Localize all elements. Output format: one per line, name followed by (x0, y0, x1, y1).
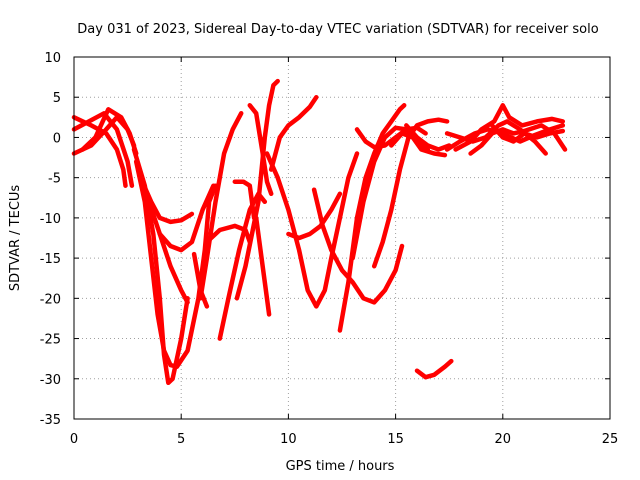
series-line-trace-14 (232, 179, 257, 221)
y-tick-label: -20 (40, 292, 61, 307)
series-line-trace-12 (204, 223, 253, 245)
y-tick-label: 0 (53, 131, 61, 146)
series-line-trace-26 (389, 131, 448, 158)
series-line-trace-22 (337, 103, 407, 333)
series-line-trace-32 (468, 123, 568, 156)
x-tick-label: 5 (177, 432, 185, 447)
series-line-trace-9 (157, 231, 190, 305)
series-line-trace-11 (198, 111, 244, 301)
series-line-trace-8 (138, 175, 195, 225)
series-line-trace-19 (268, 94, 319, 172)
x-tick-labels: 0 5 10 15 20 25 (70, 432, 618, 447)
x-tick-label: 10 (280, 432, 297, 447)
x-axis-label: GPS time / hours (286, 459, 395, 474)
x-tick-label: 0 (70, 432, 78, 447)
y-tick-label: -35 (40, 413, 61, 428)
x-tick-label: 20 (495, 432, 512, 447)
series-line-trace-33 (489, 123, 566, 144)
series-line-trace-4 (80, 107, 139, 156)
y-tick-label: -30 (40, 373, 61, 388)
chart-title: Day 031 of 2023, Sidereal Day-to-day VTE… (77, 22, 598, 37)
y-tick-labels: 10 5 0 -5 -10 -15 -20 -25 -30 -35 (40, 51, 61, 428)
series-line-trace-13 (217, 191, 268, 341)
series-line-trace-28 (414, 358, 454, 380)
series-line-trace-17 (253, 215, 272, 317)
series-line-trace-31 (453, 103, 566, 152)
series-line-trace-7 (136, 167, 216, 253)
plot-frame (73, 56, 611, 420)
y-tick-label: 10 (44, 51, 61, 66)
series-line-trace-20 (286, 191, 343, 241)
series-line-trace-27 (404, 123, 452, 152)
data-series (71, 78, 568, 386)
y-tick-label: -15 (40, 252, 61, 267)
series-line-trace-21 (311, 187, 405, 305)
y-tick-label: 5 (53, 91, 61, 106)
series-line-trace-16 (247, 103, 274, 197)
y-tick-label: -5 (48, 172, 61, 187)
y-tick-label: -10 (40, 212, 61, 227)
y-axis-label: SDTVAR / TECUs (8, 185, 23, 292)
x-tick-label: 25 (602, 432, 619, 447)
y-tick-label: -25 (40, 333, 61, 348)
series-line-trace-18 (264, 151, 360, 309)
series-line-trace-15 (234, 78, 280, 301)
x-tick-label: 15 (387, 432, 404, 447)
